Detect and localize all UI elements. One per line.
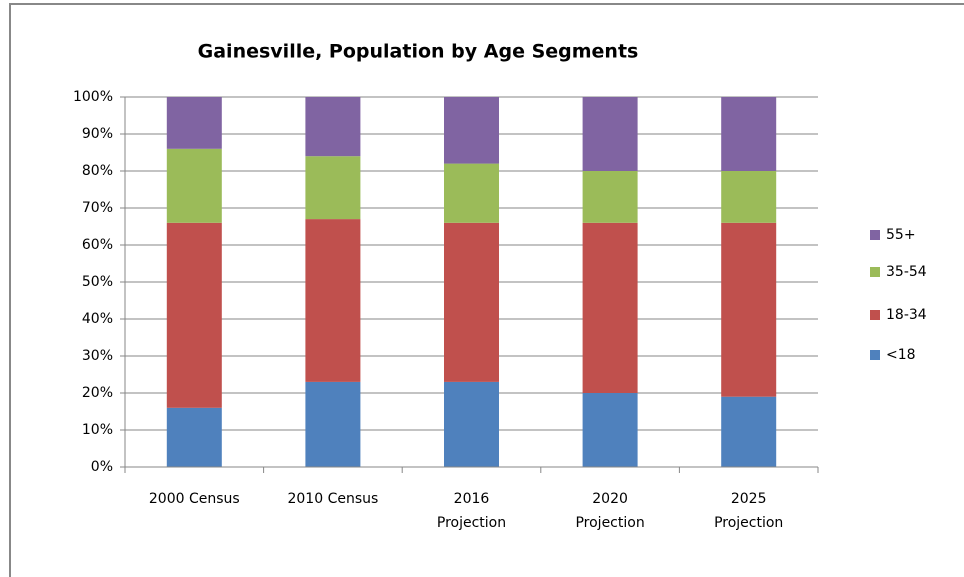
bar-segment [305,381,361,467]
y-tick-label: 50% [82,274,113,290]
bar-segment [166,222,222,408]
x-tick-label: 2020 Projection [575,491,645,531]
bar-segment [582,97,638,171]
legend-swatch [870,267,880,277]
y-tick-label: 10% [82,422,113,438]
bar-segment [444,381,499,467]
legend-label: <18 [886,347,916,363]
legend-label: 55+ [886,227,916,243]
bar-segment [305,97,361,157]
legend-label: 18-34 [886,307,927,323]
x-tick-label: 2025 Projection [714,491,784,531]
bar-segment [444,222,499,382]
y-tick-label: 70% [82,200,113,216]
x-tick-label: 2000 Census [148,491,240,507]
chart-title: Gainesville, Population by Age Segments [198,41,639,63]
bar-segment [582,222,638,393]
y-tick-label: 40% [82,311,113,327]
bar-segment [444,97,499,164]
legend-swatch [870,310,880,320]
y-tick-label: 100% [73,89,113,105]
bar-segment [721,396,777,467]
y-tick-label: 80% [82,163,113,179]
bar-segment [582,393,638,467]
x-tick-label: 2010 Census [287,491,379,507]
y-tick-label: 0% [91,459,113,475]
x-tick-label: 2016 Projection [436,491,507,531]
legend-label: 35-54 [886,264,927,280]
y-tick-label: 20% [82,385,113,401]
bar-segment [721,171,777,223]
legend-swatch [870,230,880,240]
bar-segment [582,171,638,223]
bar-segment [444,163,499,223]
bar-segment [305,156,361,220]
bar-segment [166,407,222,467]
bar-segment [166,97,222,149]
bar-segment [721,222,777,397]
bar-segment [721,97,777,171]
y-tick-label: 90% [82,126,113,142]
y-tick-label: 60% [82,237,113,253]
y-tick-label: 30% [82,348,113,364]
bar-segment [166,148,222,223]
frame-border [9,3,964,577]
legend-swatch [870,350,880,360]
bar-segment [305,219,361,382]
